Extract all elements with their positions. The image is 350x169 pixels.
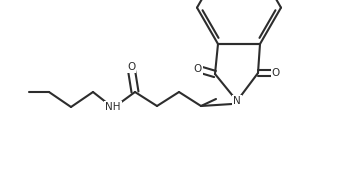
Text: O: O <box>127 62 135 72</box>
Text: N: N <box>233 96 241 106</box>
Text: O: O <box>272 68 280 78</box>
Text: O: O <box>194 64 202 74</box>
Text: NH: NH <box>105 102 121 112</box>
